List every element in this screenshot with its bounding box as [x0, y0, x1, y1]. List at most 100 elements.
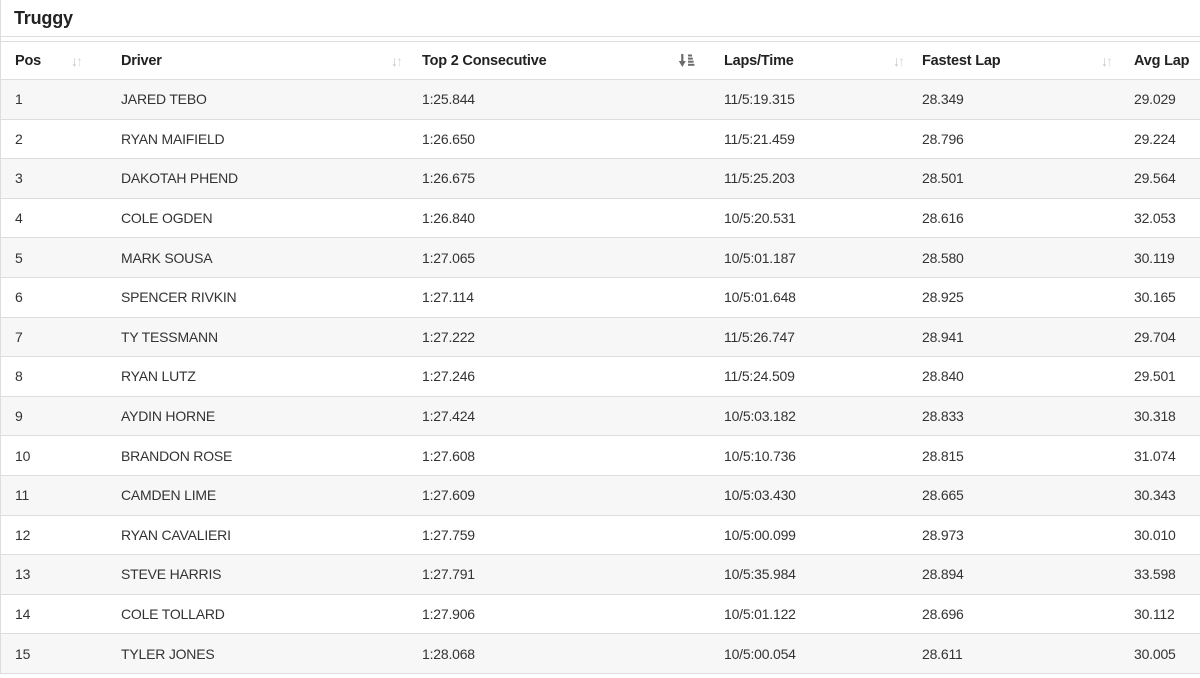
table-row: 14 COLE TOLLARD 1:27.906 10/5:01.122 28.696 3… — [1, 594, 1200, 635]
cell-driver: CAMDEN LIME — [101, 475, 411, 516]
cell-top2: 1:25.844 — [411, 79, 713, 120]
table-row: 13 STEVE HARRIS 1:27.791 10/5:35.984 28.894 3… — [1, 554, 1200, 595]
cell-top2: 1:27.065 — [411, 237, 713, 278]
cell-laps_time: 10/5:00.099 — [713, 515, 911, 556]
table-row: 5 MARK SOUSA 1:27.065 10/5:01.187 28.580 30.1… — [1, 237, 1200, 278]
cell-top2: 1:27.609 — [411, 475, 713, 516]
cell-pos: 14 — [1, 594, 101, 635]
cell-pos: 7 — [1, 317, 101, 358]
cell-avg_lap: 29.224 — [1123, 119, 1200, 160]
column-header-driver[interactable]: Driver ↓↑ — [101, 41, 411, 80]
column-label: Top 2 Consecutive — [422, 52, 547, 69]
cell-fastest_lap: 28.973 — [911, 515, 1123, 556]
cell-avg_lap: 30.010 — [1123, 515, 1200, 556]
table-row: 9 AYDIN HORNE 1:27.424 10/5:03.182 28.833 30.… — [1, 396, 1200, 437]
cell-laps_time: 10/5:03.430 — [713, 475, 911, 516]
column-label: Laps/Time — [724, 52, 794, 69]
table-row: 6 SPENCER RIVKIN 1:27.114 10/5:01.648 28.925… — [1, 277, 1200, 318]
sort-arrows-icon: ↓↑ — [893, 52, 905, 69]
cell-driver: BRANDON ROSE — [101, 435, 411, 476]
table-row: 7 TY TESSMANN 1:27.222 11/5:26.747 28.941 29.… — [1, 317, 1200, 358]
column-header-fastest_lap[interactable]: Fastest Lap ↓↑ — [911, 41, 1123, 80]
column-label: Fastest Lap — [922, 52, 1001, 69]
column-header-laps_time[interactable]: Laps/Time ↓↑ — [713, 41, 911, 80]
cell-fastest_lap: 28.894 — [911, 554, 1123, 595]
column-label: Driver — [121, 52, 162, 69]
cell-driver: RYAN MAIFIELD — [101, 119, 411, 160]
cell-pos: 6 — [1, 277, 101, 318]
column-header-top2[interactable]: Top 2 Consecutive — [411, 41, 713, 80]
cell-fastest_lap: 28.696 — [911, 594, 1123, 635]
cell-fastest_lap: 28.941 — [911, 317, 1123, 358]
cell-fastest_lap: 28.665 — [911, 475, 1123, 516]
cell-driver: TY TESSMANN — [101, 317, 411, 358]
cell-fastest_lap: 28.501 — [911, 158, 1123, 199]
cell-top2: 1:28.068 — [411, 633, 713, 674]
cell-laps_time: 11/5:19.315 — [713, 79, 911, 120]
cell-top2: 1:27.608 — [411, 435, 713, 476]
cell-laps_time: 10/5:20.531 — [713, 198, 911, 239]
cell-driver: JARED TEBO — [101, 79, 411, 120]
cell-top2: 1:27.759 — [411, 515, 713, 556]
cell-laps_time: 10/5:01.187 — [713, 237, 911, 278]
cell-driver: TYLER JONES — [101, 633, 411, 674]
cell-laps_time: 11/5:25.203 — [713, 158, 911, 199]
cell-driver: RYAN LUTZ — [101, 356, 411, 397]
cell-avg_lap: 30.343 — [1123, 475, 1200, 516]
cell-avg_lap: 29.704 — [1123, 317, 1200, 358]
table-row: 4 COLE OGDEN 1:26.840 10/5:20.531 28.616 32.0… — [1, 198, 1200, 239]
results-table-body: 1 JARED TEBO 1:25.844 11/5:19.315 28.349 29.0… — [1, 79, 1200, 674]
cell-top2: 1:27.246 — [411, 356, 713, 397]
column-label: Pos — [15, 52, 41, 69]
column-label: Avg Lap — [1134, 52, 1190, 69]
cell-avg_lap: 33.598 — [1123, 554, 1200, 595]
cell-pos: 1 — [1, 79, 101, 120]
cell-fastest_lap: 28.611 — [911, 633, 1123, 674]
cell-driver: DAKOTAH PHEND — [101, 158, 411, 199]
cell-top2: 1:26.675 — [411, 158, 713, 199]
cell-laps_time: 10/5:01.648 — [713, 277, 911, 318]
cell-top2: 1:27.791 — [411, 554, 713, 595]
sort-arrows-icon: ↓↑ — [1101, 52, 1113, 69]
cell-laps_time: 10/5:10.736 — [713, 435, 911, 476]
cell-driver: MARK SOUSA — [101, 237, 411, 278]
cell-avg_lap: 30.165 — [1123, 277, 1200, 318]
sort-arrows-icon: ↓↑ — [391, 52, 403, 69]
cell-avg_lap: 32.053 — [1123, 198, 1200, 239]
cell-top2: 1:26.650 — [411, 119, 713, 160]
cell-avg_lap: 31.074 — [1123, 435, 1200, 476]
column-header-avg_lap[interactable]: Avg Lap — [1123, 41, 1200, 80]
cell-fastest_lap: 28.349 — [911, 79, 1123, 120]
cell-pos: 9 — [1, 396, 101, 437]
table-row: 3 DAKOTAH PHEND 1:26.675 11/5:25.203 28.501 2… — [1, 158, 1200, 199]
table-row: 2 RYAN MAIFIELD 1:26.650 11/5:21.459 28.796 2… — [1, 119, 1200, 160]
cell-laps_time: 11/5:24.509 — [713, 356, 911, 397]
cell-driver: STEVE HARRIS — [101, 554, 411, 595]
cell-pos: 10 — [1, 435, 101, 476]
cell-pos: 3 — [1, 158, 101, 199]
cell-avg_lap: 30.119 — [1123, 237, 1200, 278]
cell-top2: 1:27.114 — [411, 277, 713, 318]
cell-pos: 5 — [1, 237, 101, 278]
cell-avg_lap: 29.029 — [1123, 79, 1200, 120]
cell-laps_time: 10/5:01.122 — [713, 594, 911, 635]
cell-pos: 2 — [1, 119, 101, 160]
cell-driver: AYDIN HORNE — [101, 396, 411, 437]
cell-fastest_lap: 28.840 — [911, 356, 1123, 397]
cell-avg_lap: 29.501 — [1123, 356, 1200, 397]
cell-pos: 13 — [1, 554, 101, 595]
cell-pos: 4 — [1, 198, 101, 239]
cell-pos: 12 — [1, 515, 101, 556]
page-title: Truggy — [1, 0, 1200, 37]
cell-driver: RYAN CAVALIERI — [101, 515, 411, 556]
cell-top2: 1:27.906 — [411, 594, 713, 635]
table-row: 12 RYAN CAVALIERI 1:27.759 10/5:00.099 28.97… — [1, 515, 1200, 556]
cell-fastest_lap: 28.925 — [911, 277, 1123, 318]
cell-avg_lap: 30.318 — [1123, 396, 1200, 437]
cell-laps_time: 11/5:21.459 — [713, 119, 911, 160]
cell-laps_time: 10/5:35.984 — [713, 554, 911, 595]
table-row: 1 JARED TEBO 1:25.844 11/5:19.315 28.349 29.0… — [1, 79, 1200, 120]
cell-driver: COLE OGDEN — [101, 198, 411, 239]
column-header-pos[interactable]: Pos ↓↑ — [1, 41, 101, 80]
cell-laps_time: 10/5:03.182 — [713, 396, 911, 437]
